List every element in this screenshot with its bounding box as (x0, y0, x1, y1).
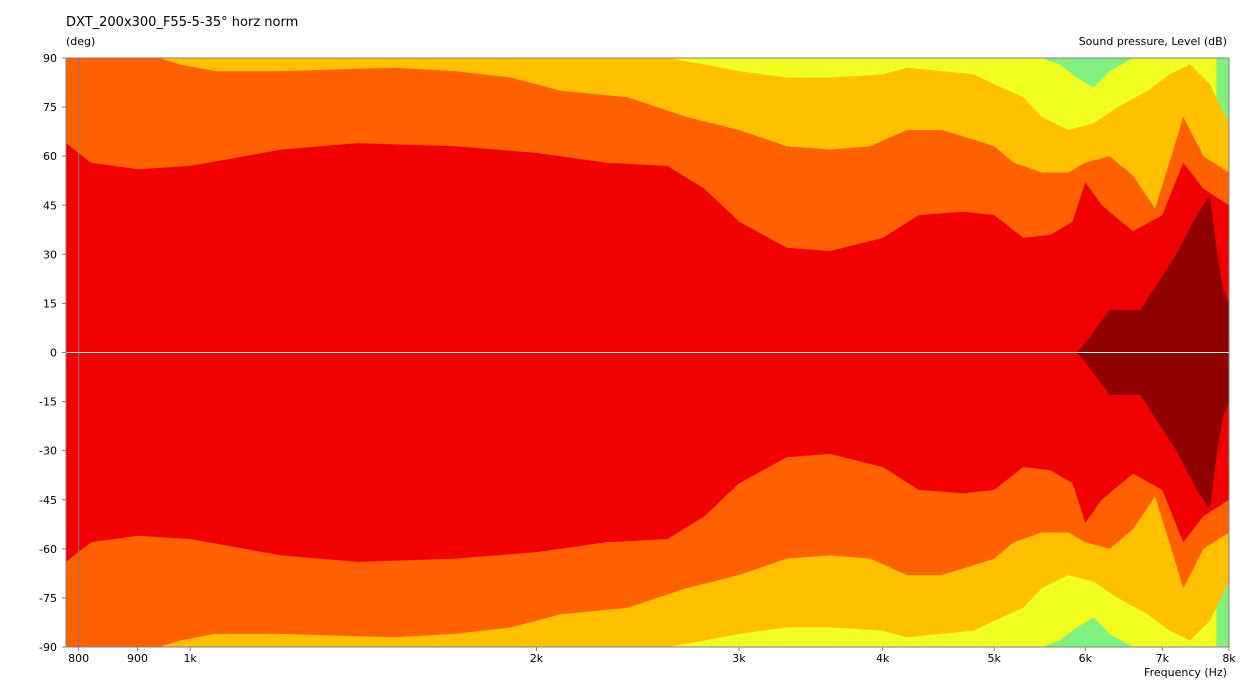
y-tick-label: -45 (39, 494, 57, 507)
x-axis-ticks: 800 900 1k 2k 3k 4k 5k 6k 7k 8k (68, 647, 1236, 665)
y-axis-ticks: 90 75 60 45 30 15 0 -15 -30 -45 -60 -75 -90 (39, 52, 66, 654)
x-tick-label: 900 (127, 652, 148, 665)
y-tick-label: 75 (43, 101, 57, 114)
x-tick-label: 7k (1156, 652, 1170, 665)
y-tick-label: 30 (43, 248, 57, 261)
x-tick-label: 2k (530, 652, 544, 665)
x-axis-label: Frequency (Hz) (1144, 666, 1227, 679)
y-tick-label: 0 (50, 347, 57, 360)
y-tick-label: -75 (39, 592, 57, 605)
x-tick-label: 1k (183, 652, 197, 665)
y-tick-label: 45 (43, 199, 57, 212)
chart-title: DXT_200x300_F55-5-35° horz norm (66, 15, 298, 30)
x-tick-label: 3k (732, 652, 746, 665)
y-tick-label: -60 (39, 543, 57, 556)
x-tick-label: 6k (1079, 652, 1093, 665)
x-tick-label: 800 (68, 652, 89, 665)
x-tick-label: 5k (988, 652, 1002, 665)
y-tick-label: 90 (43, 52, 57, 65)
x-tick-label: 4k (876, 652, 890, 665)
plot-area (65, 57, 1230, 648)
y-tick-label: -15 (39, 396, 57, 409)
x-tick-label: 8k (1222, 652, 1236, 665)
y-tick-label: -90 (39, 641, 57, 654)
y-axis-unit-label: (deg) (66, 35, 95, 48)
y-tick-label: 60 (43, 150, 57, 163)
y-tick-label: 15 (43, 297, 57, 310)
colorbar-label: Sound pressure, Level (dB) (1079, 35, 1227, 48)
y-tick-label: -30 (39, 445, 57, 458)
